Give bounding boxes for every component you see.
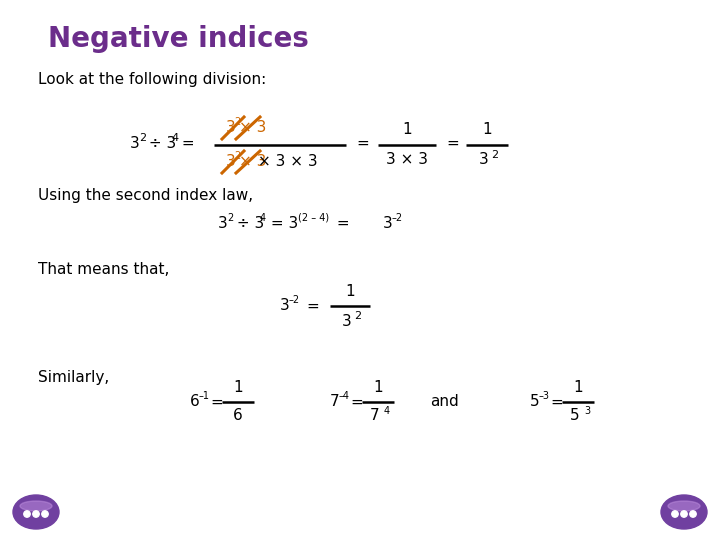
Text: 5: 5 [570,408,580,423]
Text: 3: 3 [226,120,235,136]
Text: 4: 4 [260,213,266,223]
Text: (2 – 4): (2 – 4) [298,213,329,223]
Text: =: = [446,136,459,151]
Text: 3: 3 [479,152,489,167]
Ellipse shape [20,501,52,511]
Text: =: = [177,136,194,151]
Text: 1: 1 [482,123,492,138]
Text: =: = [306,299,319,314]
Ellipse shape [13,495,59,529]
Text: 3: 3 [342,314,352,328]
Text: ÷ 3: ÷ 3 [144,136,176,151]
Text: 4: 4 [171,133,178,143]
Text: 1: 1 [233,381,243,395]
Text: 1: 1 [345,284,355,299]
Text: Negative indices: Negative indices [48,25,309,53]
Circle shape [672,511,678,517]
Ellipse shape [668,501,700,511]
Text: –1: –1 [199,391,210,401]
Text: Using the second index law,: Using the second index law, [38,188,253,203]
Text: Look at the following division:: Look at the following division: [38,72,266,87]
Text: =: = [332,217,350,232]
Text: =: = [350,395,363,409]
Text: Similarly,: Similarly, [38,370,109,385]
Text: 4: 4 [384,406,390,416]
Text: 6: 6 [190,395,199,409]
Circle shape [681,511,687,517]
Ellipse shape [661,495,707,529]
Text: 7: 7 [330,395,340,409]
Text: 6: 6 [233,408,243,423]
Text: 1: 1 [573,381,582,395]
Text: 1: 1 [402,123,412,138]
Text: =: = [356,136,369,151]
Text: =: = [210,395,222,409]
Text: 2: 2 [227,213,233,223]
Text: 3: 3 [280,299,289,314]
Text: 2: 2 [139,133,146,143]
Text: and: and [430,395,459,409]
Text: 3: 3 [130,136,140,151]
Text: That means that,: That means that, [38,262,169,277]
Circle shape [690,511,696,517]
Text: 7: 7 [370,408,380,423]
Text: –2: –2 [392,213,403,223]
Text: × 3: × 3 [239,154,266,170]
Text: 1: 1 [373,381,383,395]
Text: 3: 3 [584,406,590,416]
Text: 3: 3 [383,217,392,232]
Circle shape [42,511,48,517]
Circle shape [24,511,30,517]
Text: = 3: = 3 [266,217,298,232]
Text: 2: 2 [354,311,361,321]
Text: 3 × 3: 3 × 3 [386,152,428,167]
Circle shape [33,511,39,517]
Text: 5: 5 [530,395,539,409]
Text: –2: –2 [289,295,300,305]
Text: –4: –4 [339,391,350,401]
Text: 2: 2 [234,151,240,161]
Text: –3: –3 [539,391,550,401]
Text: =: = [550,395,563,409]
Text: ÷ 3: ÷ 3 [232,217,264,232]
Text: 2: 2 [234,117,240,127]
Text: 3: 3 [218,217,228,232]
Text: × 3: × 3 [239,120,266,136]
Text: 3: 3 [226,154,235,170]
Text: 2: 2 [492,150,498,160]
Text: × 3 × 3: × 3 × 3 [258,154,318,170]
